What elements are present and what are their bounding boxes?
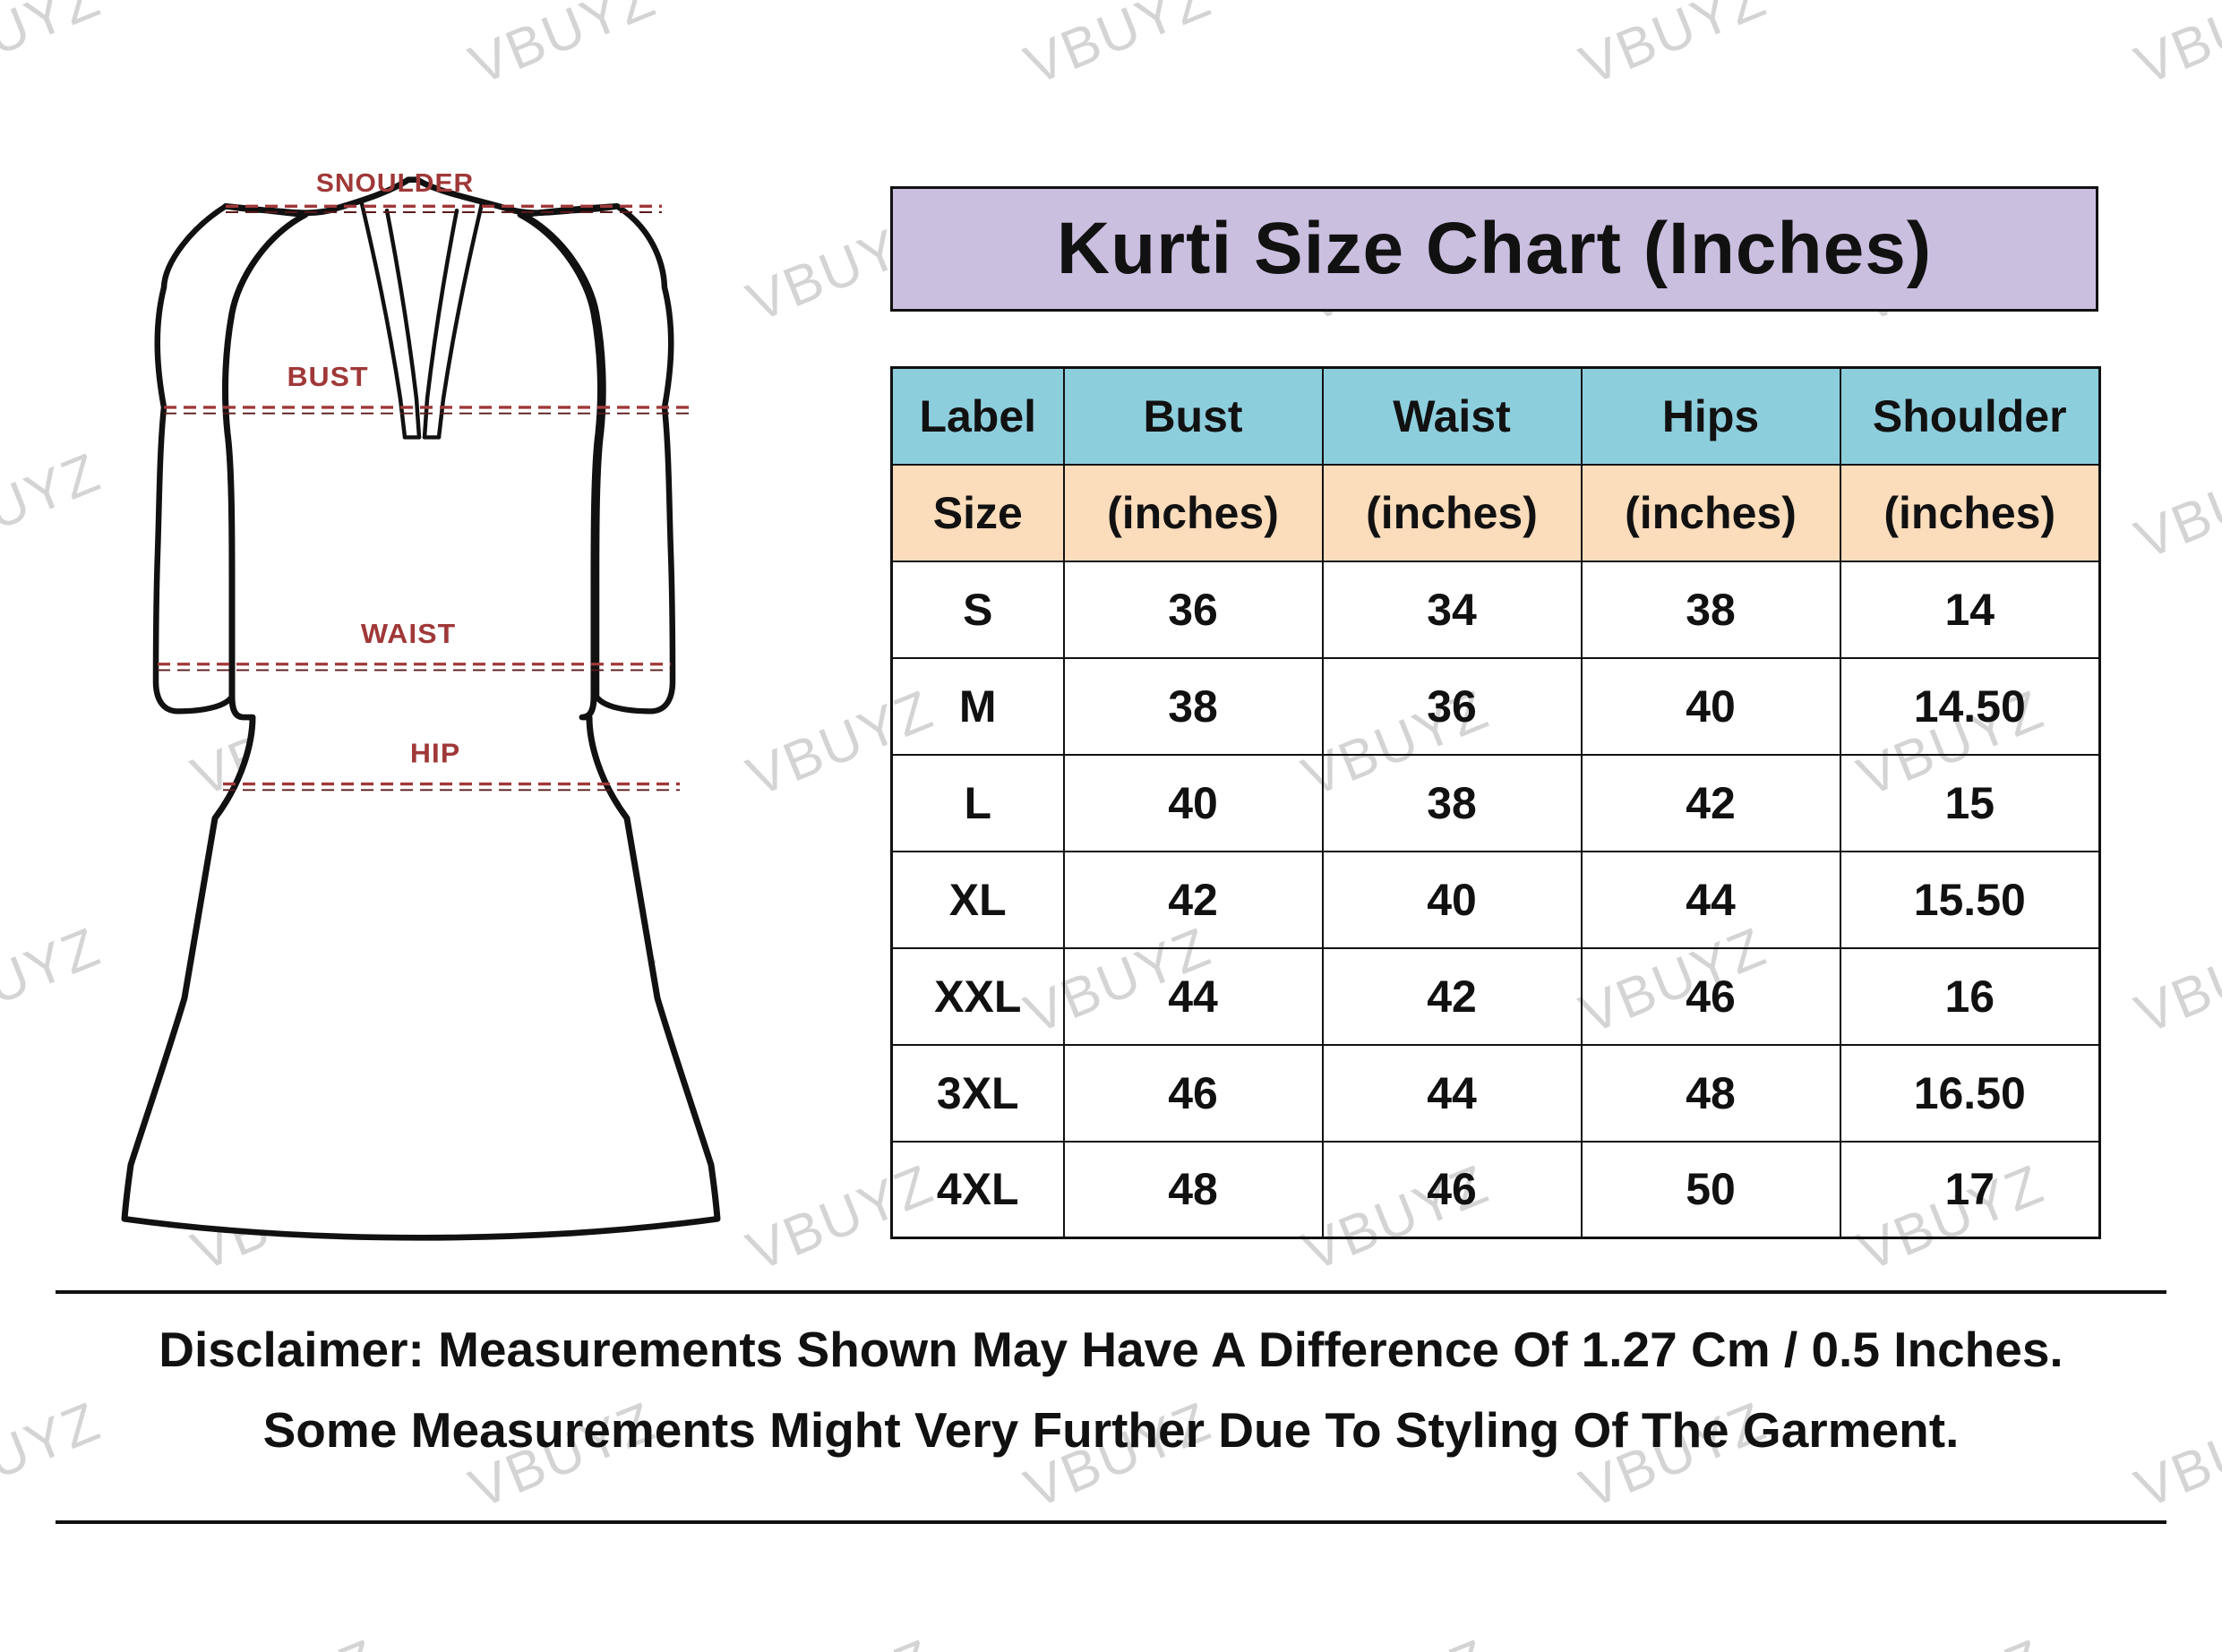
svg-text:BUST: BUST [287,362,368,392]
svg-text:HIP: HIP [410,738,460,768]
svg-text:WAIST: WAIST [361,619,456,649]
svg-text:SNOULDER: SNOULDER [316,169,474,198]
